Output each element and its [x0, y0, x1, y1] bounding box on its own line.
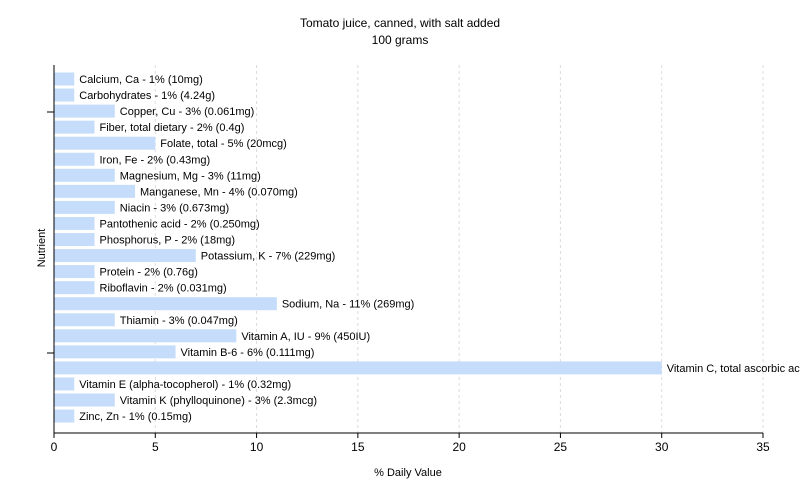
x-tick-label: 30 [655, 440, 669, 454]
bar [54, 120, 95, 134]
bar-label: Vitamin E (alpha-tocopherol) - 1% (0.32m… [79, 379, 291, 391]
bar-label: Protein - 2% (0.76g) [100, 267, 198, 279]
y-axis-label: Nutrient [36, 229, 48, 268]
chart-subtitle: 100 grams [372, 33, 429, 47]
bar [54, 393, 115, 407]
bar-label: Vitamin A, IU - 9% (450IU) [241, 331, 370, 343]
bar [54, 249, 196, 263]
bar [54, 72, 75, 86]
bar [54, 200, 115, 214]
bar-label: Niacin - 3% (0.673mg) [120, 202, 229, 214]
bar-label: Potassium, K - 7% (229mg) [201, 251, 335, 263]
bar-label: Vitamin C, total ascorbic acid - 30% (18… [667, 363, 800, 375]
bar-label: Carbohydrates - 1% (4.24g) [79, 90, 215, 102]
bar [54, 184, 136, 198]
bar-label: Fiber, total dietary - 2% (0.4g) [100, 122, 245, 134]
bar [54, 297, 277, 311]
bar-label: Phosphorus, P - 2% (18mg) [100, 235, 236, 247]
bar-label: Magnesium, Mg - 3% (11mg) [120, 170, 261, 182]
bar-label: Copper, Cu - 3% (0.061mg) [120, 106, 255, 118]
x-tick-label: 25 [554, 440, 568, 454]
bar-label: Riboflavin - 2% (0.031mg) [100, 283, 227, 295]
bar-label: Zinc, Zn - 1% (0.15mg) [79, 411, 191, 423]
bar-label: Sodium, Na - 11% (269mg) [282, 299, 414, 311]
bar [54, 136, 156, 150]
chart-title: Tomato juice, canned, with salt added [300, 16, 500, 30]
bar [54, 168, 115, 182]
x-tick-label: 0 [51, 440, 58, 454]
bar-label: Iron, Fe - 2% (0.43mg) [100, 154, 211, 166]
bar-label: Folate, total - 5% (20mcg) [160, 138, 287, 150]
bar [54, 329, 237, 343]
bar [54, 233, 95, 246]
x-tick-label: 5 [152, 440, 159, 454]
bar [54, 345, 176, 359]
bar [54, 377, 75, 391]
grid-lines [154, 65, 764, 433]
bar [54, 409, 75, 423]
bar [54, 104, 115, 118]
x-tick-label: 15 [351, 440, 365, 454]
bar [54, 88, 75, 102]
bar [54, 361, 662, 375]
bar [54, 281, 95, 295]
x-axis-label: % Daily Value [374, 467, 442, 479]
bar-label: Thiamin - 3% (0.047mg) [120, 315, 238, 327]
bar-label: Vitamin K (phylloquinone) - 3% (2.3mcg) [120, 395, 317, 407]
bar-label: Pantothenic acid - 2% (0.250mg) [100, 218, 260, 230]
bar [54, 216, 95, 230]
bar [54, 152, 95, 166]
x-tick-label: 35 [756, 440, 770, 454]
bar-label: Calcium, Ca - 1% (10mg) [79, 74, 202, 86]
bar [54, 265, 95, 279]
x-tick-label: 20 [452, 440, 466, 454]
axes-group: 0 5 10 15 20 25 30 35 [47, 65, 770, 454]
bar [54, 313, 115, 327]
x-tick-label: 10 [250, 440, 264, 454]
bar-label: Manganese, Mn - 4% (0.070mg) [140, 186, 298, 198]
bars-group: Calcium, Ca - 1% (10mg) Carbohydrates - 1… [54, 72, 800, 423]
bar-label: Vitamin B-6 - 6% (0.111mg) [181, 347, 315, 359]
